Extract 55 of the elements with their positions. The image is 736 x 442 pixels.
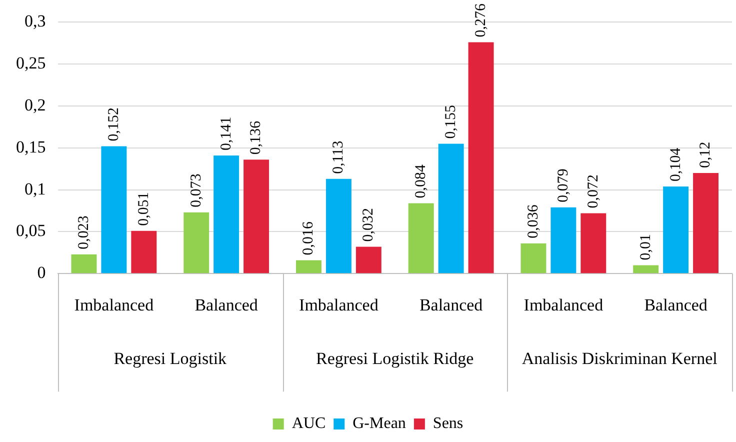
bar (468, 42, 494, 274)
bar (326, 178, 352, 274)
bar (244, 160, 270, 274)
legend-label: AUC (292, 415, 326, 432)
data-label: 0,023 (76, 216, 92, 250)
y-tick-label: 0,2 (24, 95, 46, 114)
text: Analisis Diskriminan Kernel (522, 349, 718, 368)
data-label: 0,141 (218, 116, 234, 150)
data-label: 0,276 (472, 3, 489, 38)
bar (580, 213, 606, 274)
data-label: 0,155 (443, 104, 459, 139)
bar (296, 260, 322, 274)
data-label: 0,072 (585, 174, 602, 208)
text: Regresi Logistik Ridge (316, 349, 474, 368)
data-label: 0,032 (360, 208, 377, 242)
data-label: 0,136 (248, 120, 264, 155)
data-label: 0,036 (525, 204, 542, 238)
data-label: 0,073 (188, 174, 204, 208)
bar (633, 265, 659, 274)
data-label: 0,051 (136, 192, 152, 226)
bar (356, 246, 382, 274)
data-label: 0,079 (555, 168, 572, 202)
legend-label: Sens (432, 415, 464, 432)
bar (438, 144, 464, 274)
data-label: 0,084 (413, 164, 430, 198)
bar (214, 155, 240, 274)
data-label: 0,104 (668, 147, 684, 182)
y-tick-label: 0,1 (24, 179, 46, 198)
y-tick-label: 0,3 (24, 12, 46, 31)
x-tick-label: Imbalanced (299, 295, 379, 314)
bar (693, 173, 719, 274)
bar (71, 254, 97, 274)
data-label: 0,01 (638, 234, 654, 260)
data-label: 0,152 (106, 107, 122, 142)
legend-label: G-Mean (352, 415, 406, 432)
text: Regresi Logistik (114, 349, 228, 368)
bar (101, 146, 127, 274)
bar (520, 243, 546, 274)
x-tick-label: Balanced (419, 295, 484, 314)
x-tick-label: Imbalanced (524, 295, 604, 314)
data-label: 0,113 (330, 140, 347, 174)
data-label: 0,016 (300, 220, 317, 256)
bar (663, 186, 689, 274)
bar (550, 207, 576, 274)
y-tick-label: 0,15 (16, 137, 46, 156)
bar (184, 212, 210, 274)
data-label: 0,12 (698, 142, 714, 168)
y-tick-label: 0,25 (16, 54, 46, 73)
x-tick-label: Balanced (644, 295, 708, 314)
x-tick-label: Imbalanced (74, 295, 154, 314)
bar (408, 203, 434, 274)
x-tick-label: Balanced (194, 295, 258, 314)
y-tick-label: 0 (37, 263, 46, 282)
bar (131, 230, 157, 274)
y-tick-label: 0,05 (16, 221, 46, 240)
